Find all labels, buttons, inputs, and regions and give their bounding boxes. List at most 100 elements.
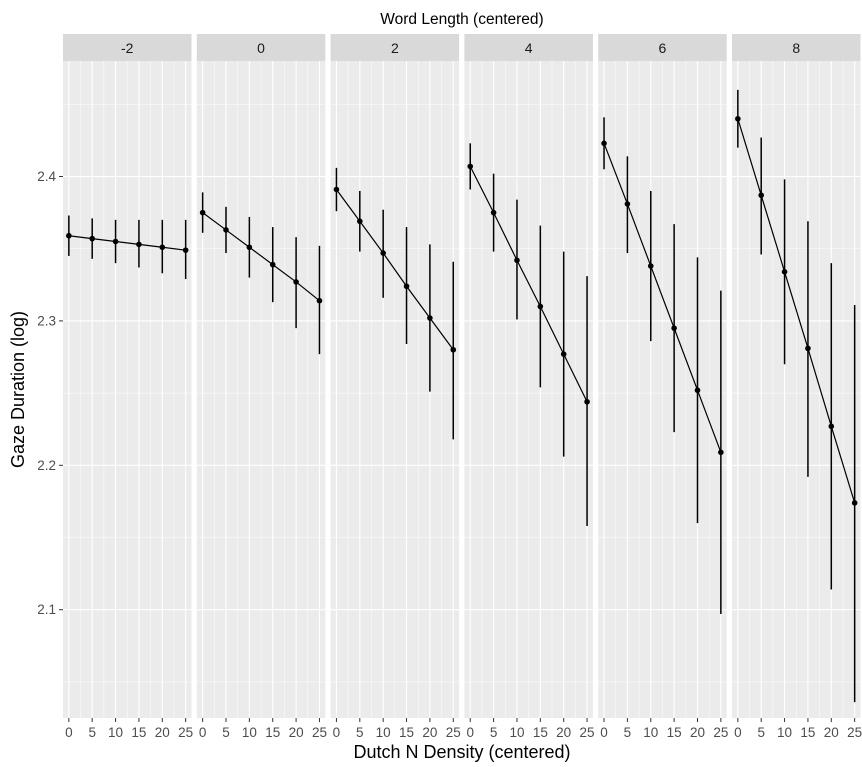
x-tick-label: 15 — [533, 725, 548, 740]
facet-strip-label: 0 — [257, 40, 265, 56]
y-tick-label: 2.4 — [37, 169, 56, 184]
x-tick-label: 5 — [490, 725, 498, 740]
data-point — [758, 192, 765, 199]
y-tick-label: 2.3 — [37, 313, 56, 328]
data-point — [357, 218, 363, 225]
series-line — [68, 235, 186, 251]
data-point — [246, 244, 253, 251]
data-point — [584, 398, 590, 405]
x-tick-label: 5 — [757, 725, 765, 740]
facet-panel: 6 0 5 10 15 20 25 — [598, 34, 728, 740]
x-tick-label: 20 — [289, 725, 304, 740]
x-axis-title: Dutch N Density (centered) — [353, 742, 570, 762]
data-point — [223, 227, 229, 233]
data-point — [671, 325, 677, 331]
x-tick-label: 5 — [356, 725, 364, 740]
facet-panel: 00 5 10 15 20 25 — [196, 34, 327, 740]
data-point — [601, 140, 607, 147]
data-point — [647, 263, 654, 269]
facet-strip — [598, 34, 727, 61]
data-point — [293, 279, 299, 285]
data-point — [781, 269, 788, 275]
series-line — [202, 212, 320, 302]
facet-strip — [464, 34, 593, 61]
x-tick-label: 15 — [399, 725, 414, 740]
series-line — [603, 143, 722, 453]
data-point — [467, 163, 474, 170]
facet-panel: 4 0 5 10 15 20 25 — [464, 34, 595, 740]
x-tick-label: 20 — [824, 725, 839, 740]
facet-strip — [196, 34, 326, 61]
x-tick-label: 10 — [108, 725, 123, 740]
data-point — [182, 247, 189, 253]
y-axis: 2.1 2.2 2.3 2.4 — [37, 169, 63, 617]
data-point — [718, 449, 724, 456]
x-tick-label: 5 — [88, 725, 96, 740]
data-point — [427, 315, 433, 321]
facet-strip-label: 8 — [792, 40, 800, 56]
x-tick-label: 20 — [422, 725, 437, 740]
x-tick-label: 0 — [65, 725, 73, 740]
facet-strip-label: -2 — [121, 40, 134, 56]
x-tick-label: 0 — [333, 725, 341, 740]
data-point — [514, 257, 520, 264]
x-tick-label: 25 — [713, 725, 728, 740]
x-tick-label: 5 — [222, 725, 230, 740]
data-point — [537, 303, 544, 310]
data-point — [89, 235, 96, 242]
x-tick-label: 0 — [466, 725, 474, 740]
x-tick-label: 25 — [178, 725, 193, 740]
facet-strip — [732, 34, 861, 61]
series-line — [737, 118, 856, 504]
x-tick-label: 25 — [446, 725, 461, 740]
data-point — [269, 261, 276, 268]
data-point — [694, 387, 701, 394]
x-tick-label: 0 — [199, 725, 207, 740]
x-tick-label: 10 — [509, 725, 524, 740]
data-point — [136, 241, 142, 248]
x-tick-label: 10 — [643, 725, 658, 740]
x-tick-label: 20 — [556, 725, 571, 740]
x-tick-label: 10 — [376, 725, 391, 740]
facet-panel: 20 5 10 15 20 25 — [330, 34, 461, 740]
facet-strip-label: 2 — [391, 40, 399, 56]
x-tick-label: 0 — [600, 725, 608, 740]
x-tick-label: 15 — [800, 725, 815, 740]
data-point — [735, 115, 741, 122]
data-point — [380, 250, 386, 256]
data-point — [333, 186, 340, 193]
chart-title: Word Length (centered) — [380, 11, 543, 28]
x-tick-label: 5 — [624, 725, 632, 740]
y-tick-label: 2.1 — [37, 602, 56, 617]
y-axis-title: Gaze Duration (log) — [8, 311, 28, 468]
data-point — [560, 351, 567, 357]
x-tick-label: 25 — [580, 725, 595, 740]
facet-strip-label: 4 — [525, 40, 533, 56]
facet-strip-label: 6 — [659, 40, 667, 56]
x-tick-label: 20 — [155, 725, 170, 740]
x-tick-label: 25 — [847, 725, 862, 740]
data-point — [851, 500, 858, 506]
x-tick-label: 10 — [777, 725, 792, 740]
x-tick-label: 15 — [265, 725, 280, 740]
y-tick-label: 2.2 — [37, 458, 56, 473]
x-tick-label: 15 — [131, 725, 146, 740]
data-point — [403, 283, 410, 290]
facet-panel: 8 0 5 10 15 20 25 — [732, 34, 862, 740]
data-point — [112, 238, 119, 245]
data-point — [159, 244, 166, 251]
facet-panel: -2 0 5 10 15 20 25 — [63, 34, 193, 740]
data-point — [490, 209, 497, 216]
x-tick-label: 0 — [734, 725, 742, 740]
facet-strip — [63, 34, 192, 61]
data-point — [66, 232, 72, 239]
x-tick-label: 10 — [242, 725, 257, 740]
facet-strip — [330, 34, 460, 61]
data-point — [199, 209, 206, 216]
data-point — [316, 297, 323, 304]
x-tick-label: 25 — [312, 725, 327, 740]
data-point — [450, 346, 457, 353]
data-point — [805, 345, 811, 352]
data-point — [624, 201, 631, 207]
